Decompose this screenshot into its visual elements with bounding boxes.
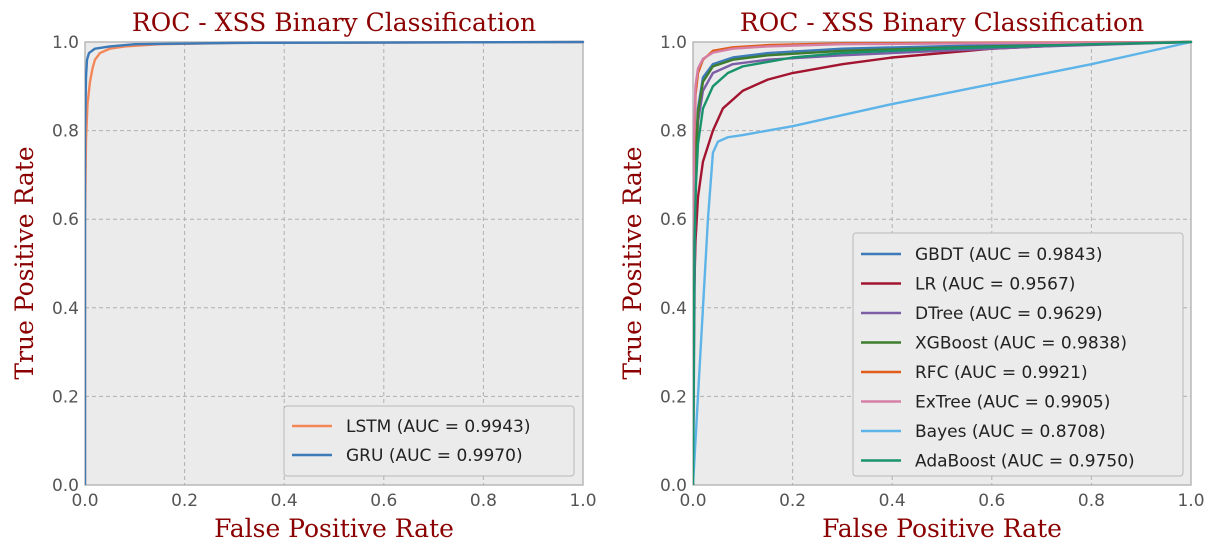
- x-tick-label: 1.0: [1177, 491, 1204, 511]
- x-tick-label: 0.4: [271, 491, 298, 511]
- legend-box-right: [852, 232, 1184, 477]
- legend-label-lr: LR (AUC = 0.9567): [915, 275, 1075, 295]
- series-line-extree: [693, 40, 1193, 485]
- legend-label-xgboost: XGBoost (AUC = 0.9838): [915, 334, 1127, 354]
- legend-box-left: [283, 405, 575, 477]
- y-tick-label: 0.0: [660, 476, 687, 496]
- series-line-adaboost: [693, 40, 1193, 485]
- y-tick-label: 0.4: [660, 299, 687, 319]
- chart-left: 0.0 0.2 0.4 0.6 0.8 1.0 0.0 0.2 0.4 0.6 0.8 1.0 ROC…: [10, 8, 597, 543]
- legend-label-gru: GRU (AUC = 0.9970): [346, 446, 523, 466]
- y-tick-label: 0.6: [660, 210, 687, 230]
- tick-labels-right: 0.0 0.2 0.4 0.6 0.8 1.0 0.0 0.2 0.4 0.6 0.8 1.0: [660, 33, 1205, 511]
- y-tick-label: 0.2: [52, 387, 79, 407]
- x-tick-label: 0.8: [470, 491, 497, 511]
- x-axis-label-right: False Positive Rate: [822, 514, 1062, 543]
- x-tick-label: 0.0: [71, 491, 98, 511]
- legend-label-bayes: Bayes (AUC = 0.8708): [915, 422, 1106, 442]
- legend-label-extree: ExTree (AUC = 0.9905): [915, 393, 1110, 413]
- y-axis-label-right: True Positive Rate: [618, 146, 647, 379]
- y-tick-label: 1.0: [52, 33, 79, 53]
- x-tick-label: 1.0: [569, 491, 596, 511]
- y-tick-label: 0.8: [660, 122, 687, 142]
- legend-right: GBDT (AUC = 0.9843) LR (AUC = 0.9567) DTre…: [852, 232, 1184, 477]
- x-tick-label: 0.8: [1078, 491, 1105, 511]
- grid-left: [85, 42, 583, 485]
- series-lines-right: [693, 40, 1193, 485]
- legend-label-adaboost: AdaBoost (AUC = 0.9750): [915, 452, 1135, 472]
- chart-title-left: ROC - XSS Binary Classification: [132, 8, 536, 37]
- y-tick-label: 0.6: [52, 210, 79, 230]
- series-line-bayes: [693, 40, 1193, 485]
- y-tick-label: 0.2: [660, 387, 687, 407]
- x-tick-label: 0.4: [879, 491, 906, 511]
- x-tick-label: 0.0: [679, 491, 706, 511]
- y-tick-label: 0.8: [52, 122, 79, 142]
- legend-label-dtree: DTree (AUC = 0.9629): [915, 304, 1103, 324]
- y-axis-label-left: True Positive Rate: [10, 146, 39, 379]
- series-line-lr: [693, 40, 1193, 485]
- x-axis-label-left: False Positive Rate: [214, 514, 454, 543]
- tick-labels-left: 0.0 0.2 0.4 0.6 0.8 1.0 0.0 0.2 0.4 0.6 0.8 1.0: [52, 33, 597, 511]
- legend-label-lstm: LSTM (AUC = 0.9943): [346, 417, 530, 437]
- chart-title-right: ROC - XSS Binary Classification: [740, 8, 1144, 37]
- x-tick-label: 0.2: [779, 491, 806, 511]
- chart-right: 0.0 0.2 0.4 0.6 0.8 1.0 0.0 0.2 0.4 0.6 0.8 1.0 ROC…: [618, 8, 1205, 543]
- series-lines-left: [85, 40, 585, 485]
- legend-label-rfc: RFC (AUC = 0.9921): [915, 363, 1088, 383]
- x-tick-label: 0.6: [978, 491, 1005, 511]
- y-tick-label: 1.0: [660, 33, 687, 53]
- x-tick-label: 0.6: [370, 491, 397, 511]
- legend-left: LSTM (AUC = 0.9943) GRU (AUC = 0.9970): [283, 405, 575, 477]
- series-line-gru: [85, 40, 585, 485]
- legend-label-gbdt: GBDT (AUC = 0.9843): [915, 245, 1102, 265]
- x-tick-label: 0.2: [171, 491, 198, 511]
- y-tick-label: 0.4: [52, 299, 79, 319]
- y-tick-label: 0.0: [52, 476, 79, 496]
